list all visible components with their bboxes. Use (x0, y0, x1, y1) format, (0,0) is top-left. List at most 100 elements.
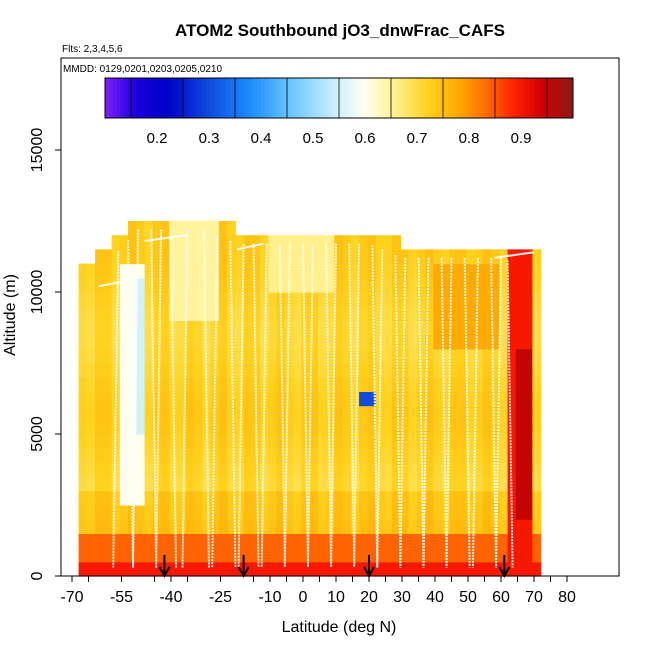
colorbar-segment (245, 78, 250, 118)
heatmap-cell (359, 334, 368, 350)
colorbar-segment (452, 78, 457, 118)
heatmap-cell (449, 363, 459, 378)
heatmap-cell (78, 419, 88, 435)
heatmap-cell (128, 348, 137, 364)
heatmap-cell (194, 533, 203, 549)
heatmap-cell (416, 391, 426, 407)
heatmap-cell (408, 547, 418, 563)
heatmap-cell (532, 391, 542, 407)
heatmap-cell (78, 405, 88, 421)
colorbar-segment (362, 78, 367, 118)
heatmap-cell (309, 462, 319, 478)
heatmap-cell (449, 448, 459, 463)
heatmap-cell (433, 277, 443, 293)
heatmap-cell (474, 277, 484, 293)
heatmap-cell (194, 235, 203, 250)
heatmap-cell (458, 505, 467, 520)
heatmap-cell (177, 277, 187, 293)
heatmap-cell (375, 263, 385, 279)
heatmap-cell (128, 249, 137, 265)
colorbar-segment (557, 78, 562, 118)
heatmap-cell (185, 505, 195, 520)
heatmap-cell (507, 363, 517, 378)
heatmap-cell (136, 306, 146, 321)
heatmap-cell (515, 490, 525, 506)
heatmap-cell (268, 320, 278, 336)
heatmap-cell (210, 277, 220, 293)
y-tick-label: 15000 (29, 128, 46, 173)
heatmap-cell (466, 249, 476, 265)
heatmap-cell (458, 490, 467, 506)
heatmap-cell (532, 363, 542, 378)
heatmap-cell (491, 263, 500, 279)
heatmap-cell (367, 434, 377, 449)
heatmap-cell (499, 277, 509, 293)
heatmap-cell (342, 363, 352, 378)
heatmap-cell (86, 405, 96, 421)
heatmap-cell (293, 505, 302, 520)
colorbar-segment (440, 78, 445, 118)
heatmap-cell (86, 377, 96, 392)
colorbar-segment (491, 78, 496, 118)
heatmap-cell (342, 377, 352, 392)
x-tick-label: -25 (209, 589, 232, 606)
heatmap-cell (235, 320, 245, 336)
heatmap-cell (466, 448, 476, 463)
colorbar-segment (561, 78, 566, 118)
colorbar-segment (261, 78, 266, 118)
heatmap-cell (185, 334, 195, 350)
heatmap-cell (136, 363, 146, 378)
heatmap-cell (194, 221, 203, 236)
heatmap-cell (251, 561, 261, 577)
heatmap-cell (408, 391, 418, 407)
colorbar-segment (553, 78, 558, 118)
heatmap-cell (161, 221, 170, 236)
colorbar-segment (370, 78, 375, 118)
heatmap-cell (152, 235, 162, 250)
heatmap-cell (367, 391, 377, 407)
heatmap-cell (309, 334, 319, 350)
heatmap-cell (449, 292, 459, 307)
heatmap-cell (268, 292, 278, 307)
heatmap-cell (499, 377, 509, 392)
heatmap-cell (474, 306, 484, 321)
heatmap-cell (482, 363, 492, 378)
heatmap-cell (416, 490, 426, 506)
heatmap-cell (169, 249, 179, 265)
heatmap-cell (194, 405, 203, 421)
heatmap-cell (400, 505, 410, 520)
heatmap-cell (383, 476, 393, 492)
heatmap-cell (408, 377, 418, 392)
heatmap-cell (177, 462, 187, 478)
heatmap-cell (136, 505, 146, 520)
heatmap-cell (227, 320, 236, 336)
heatmap-cell (276, 519, 286, 534)
heatmap-cell (532, 320, 542, 336)
heatmap-cell (202, 561, 212, 577)
heatmap-cell (136, 249, 146, 265)
heatmap-cell (260, 377, 269, 392)
heatmap-cell (243, 249, 253, 265)
heatmap-cell (301, 547, 311, 563)
colorbar-segment (522, 78, 527, 118)
heatmap-cell (367, 448, 377, 463)
heatmap-cell (218, 320, 228, 336)
heatmap-cell (301, 490, 311, 506)
colorbar-segment (237, 78, 242, 118)
heatmap-cell (78, 306, 88, 321)
colorbar-segment (428, 78, 434, 118)
y-tick-label: 0 (29, 571, 46, 580)
heatmap-cell (515, 334, 525, 350)
heatmap-cell (251, 391, 261, 407)
heatmap-cell (458, 249, 467, 265)
heatmap-cell (383, 334, 393, 350)
heatmap-cell (317, 277, 327, 293)
heatmap-cell (144, 235, 154, 250)
colorbar-segment (229, 78, 235, 118)
heatmap-cell (119, 405, 129, 421)
heatmap-cell (408, 419, 418, 435)
heatmap-cell (400, 249, 410, 265)
heatmap-cell (507, 320, 517, 336)
heatmap-cell (334, 263, 344, 279)
heatmap-cell (334, 277, 344, 293)
